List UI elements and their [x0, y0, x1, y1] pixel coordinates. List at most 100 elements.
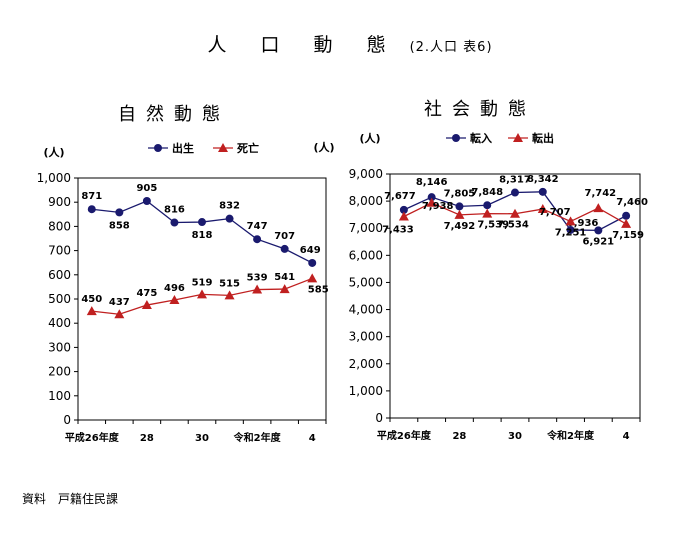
- data-label: 7,938: [422, 201, 454, 212]
- data-label: 649: [300, 245, 321, 256]
- data-point: [115, 208, 124, 217]
- x-tick-label: 30: [508, 431, 522, 442]
- legend-label: 出生: [172, 141, 194, 155]
- data-point: [225, 214, 234, 223]
- data-point: [308, 258, 317, 267]
- data-point: [622, 211, 631, 220]
- data-label: 475: [136, 288, 157, 299]
- data-point: [482, 208, 493, 218]
- data-label: 541: [274, 272, 295, 283]
- data-label: 832: [219, 201, 240, 212]
- data-point: [538, 187, 547, 196]
- y-tick-label: 9,000: [349, 167, 383, 181]
- data-label: 7,539: [477, 220, 509, 231]
- data-label: 816: [164, 205, 185, 216]
- y-tick-label: 6,000: [349, 248, 383, 262]
- data-point: [454, 209, 465, 219]
- page-title-text: 人 口 動 態: [207, 34, 400, 56]
- data-label: 707: [274, 231, 295, 242]
- data-label: 7,159: [612, 230, 644, 241]
- data-label: 8,146: [416, 177, 448, 188]
- y-tick-label: 600: [48, 268, 71, 282]
- y-tick-label: 7,000: [349, 221, 383, 235]
- y-tick-label: 900: [48, 195, 71, 209]
- y-tick-label: 0: [375, 411, 383, 425]
- data-label: 8,342: [527, 174, 559, 185]
- data-label: 7,251: [555, 227, 587, 238]
- legend-marker: [513, 133, 523, 142]
- source-note: 資料 戸籍住民課: [22, 492, 119, 506]
- data-label: 7,848: [471, 187, 503, 198]
- data-point: [483, 201, 492, 210]
- data-label: 6,921: [583, 236, 615, 247]
- data-label: 871: [81, 191, 102, 202]
- x-tick-label: 4: [623, 431, 630, 442]
- data-label: 747: [247, 221, 268, 232]
- y-tick-label: 3,000: [349, 330, 383, 344]
- data-point: [252, 284, 263, 294]
- y-tick-label: 300: [48, 340, 71, 354]
- data-point: [593, 203, 604, 213]
- data-point: [565, 216, 576, 226]
- data-point: [114, 309, 125, 319]
- data-point: [537, 204, 548, 214]
- x-tick-label: 平成26年度: [65, 431, 120, 444]
- data-label: 7,742: [585, 188, 617, 199]
- data-point: [426, 197, 437, 207]
- y-tick-label: 5,000: [349, 275, 383, 289]
- data-label: 496: [164, 283, 185, 294]
- data-label: 539: [247, 273, 268, 284]
- right-chart-title: 社会動態: [424, 99, 536, 120]
- data-label: 585: [308, 284, 329, 295]
- data-point: [280, 244, 289, 253]
- y-tick-label: 8,000: [349, 194, 383, 208]
- data-label: 7,492: [444, 221, 476, 232]
- data-point: [399, 205, 408, 214]
- y-tick-label: 100: [48, 389, 71, 403]
- y-tick-label: 800: [48, 219, 71, 233]
- y-tick-label: 500: [48, 292, 71, 306]
- data-point: [307, 273, 318, 283]
- x-tick-label: 28: [140, 433, 154, 444]
- data-point: [253, 235, 262, 244]
- left-chart-title: 自然動態: [118, 104, 230, 125]
- legend-marker: [154, 144, 162, 152]
- data-point: [87, 205, 96, 214]
- data-point: [141, 300, 152, 310]
- data-label: 7,707: [539, 207, 571, 218]
- data-point: [621, 218, 632, 228]
- data-label: 8,317: [499, 175, 531, 186]
- y-tick-label: 200: [48, 365, 71, 379]
- y-tick-label: 0: [63, 413, 71, 427]
- data-label: 515: [219, 278, 240, 289]
- data-label: 818: [192, 230, 213, 241]
- plot-frame: [389, 173, 641, 419]
- page-title: 人 口 動 態 (2.人口 表6): [0, 30, 700, 57]
- data-point: [427, 193, 436, 202]
- y-axis-unit: (人): [313, 140, 334, 154]
- data-label: 7,534: [497, 220, 529, 231]
- y-tick-label: 700: [48, 244, 71, 258]
- y-axis-unit: (人): [43, 145, 64, 159]
- data-label: 858: [109, 220, 130, 231]
- social-change-chart: 0 1,000 2,000 3,000 4,000 5,000 6,000 7,000 8,00…: [349, 131, 648, 442]
- y-tick-label: 400: [48, 316, 71, 330]
- x-tick-label: 令和2年度: [233, 431, 282, 444]
- data-label: 7,805: [444, 188, 476, 199]
- data-label: 7,460: [616, 197, 648, 208]
- page-subtitle: (2.人口 表6): [409, 40, 493, 55]
- legend-label: 死亡: [237, 141, 259, 155]
- data-label: 450: [81, 294, 102, 305]
- y-tick-label: 2,000: [349, 357, 383, 371]
- y-tick-label: 4,000: [349, 303, 383, 317]
- y-tick-label: 1,000: [37, 171, 71, 185]
- data-point: [279, 284, 290, 294]
- legend-marker: [452, 134, 460, 142]
- data-point: [594, 226, 603, 235]
- natural-change-chart: 0 100 200 300 400 500 600 700 800 900 1,000 平成26年度 2…: [37, 140, 335, 444]
- data-label: 905: [136, 183, 157, 194]
- x-tick-label: 4: [309, 433, 316, 444]
- data-point: [198, 218, 206, 227]
- data-point: [510, 208, 520, 218]
